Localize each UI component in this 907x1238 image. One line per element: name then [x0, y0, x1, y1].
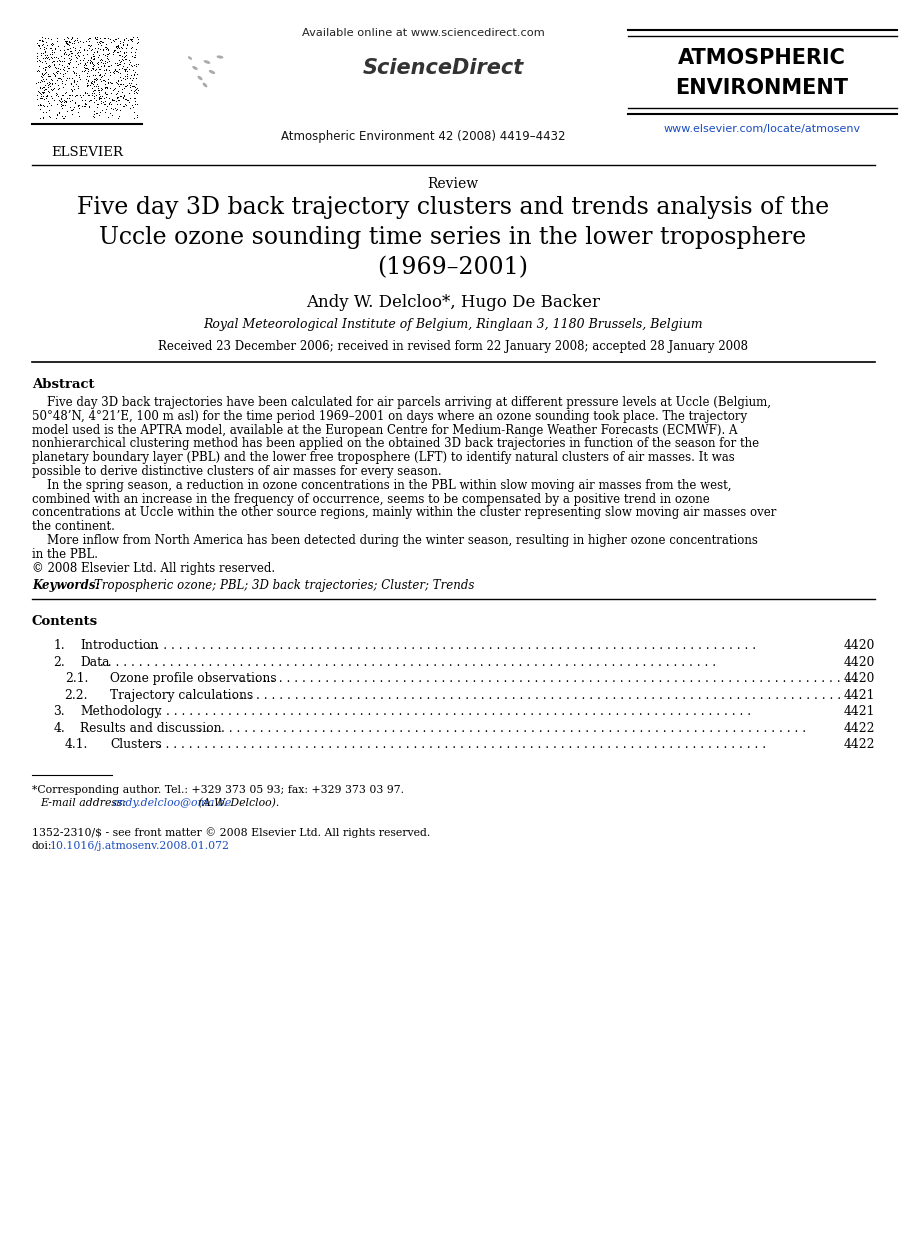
Text: 2.1.: 2.1. — [64, 672, 88, 685]
Text: Results and discussion: Results and discussion — [80, 722, 221, 734]
Text: More inflow from North America has been detected during the winter season, resul: More inflow from North America has been … — [32, 534, 758, 547]
Text: Trajectory calculations: Trajectory calculations — [110, 688, 253, 702]
Text: . . . . . . . . . . . . . . . . . . . . . . . . . . . . . . . . . . . . . . . . : . . . . . . . . . . . . . . . . . . . . … — [140, 639, 760, 652]
Ellipse shape — [198, 76, 202, 80]
Text: nonhierarchical clustering method has been applied on the obtained 3D back traje: nonhierarchical clustering method has be… — [32, 437, 759, 451]
Text: ScienceDirect: ScienceDirect — [363, 58, 523, 78]
Text: (1969–2001): (1969–2001) — [377, 256, 529, 279]
Text: 4421: 4421 — [844, 706, 875, 718]
Text: www.elsevier.com/locate/atmosenv: www.elsevier.com/locate/atmosenv — [663, 124, 861, 134]
Ellipse shape — [204, 61, 210, 64]
Text: 4420: 4420 — [844, 672, 875, 685]
Text: doi:: doi: — [32, 841, 53, 851]
Text: Data: Data — [80, 656, 110, 669]
Text: . . . . . . . . . . . . . . . . . . . . . . . . . . . . . . . . . . . . . . . . : . . . . . . . . . . . . . . . . . . . . … — [240, 672, 860, 685]
Text: 4421: 4421 — [844, 688, 875, 702]
Text: Contents: Contents — [32, 615, 98, 628]
Text: possible to derive distinctive clusters of air masses for every season.: possible to derive distinctive clusters … — [32, 465, 442, 478]
Text: the continent.: the continent. — [32, 520, 115, 534]
Text: model used is the APTRA model, available at the European Centre for Medium-Range: model used is the APTRA model, available… — [32, 423, 737, 437]
Text: In the spring season, a reduction in ozone concentrations in the PBL within slow: In the spring season, a reduction in ozo… — [32, 479, 732, 491]
Ellipse shape — [192, 66, 198, 71]
Text: . . . . . . . . . . . . . . . . . . . . . . . . . . . . . . . . . . . . . . . . : . . . . . . . . . . . . . . . . . . . . … — [190, 722, 810, 734]
Text: Tropospheric ozone; PBL; 3D back trajectories; Cluster; Trends: Tropospheric ozone; PBL; 3D back traject… — [94, 579, 474, 593]
Text: 4420: 4420 — [844, 656, 875, 669]
Text: 4422: 4422 — [844, 722, 875, 734]
Text: Available online at www.sciencedirect.com: Available online at www.sciencedirect.co… — [302, 28, 544, 38]
Text: andy.delcloo@oma.be: andy.delcloo@oma.be — [113, 797, 232, 807]
Text: 1.: 1. — [54, 639, 65, 652]
Text: 2.2.: 2.2. — [64, 688, 88, 702]
Text: Five day 3D back trajectory clusters and trends analysis of the: Five day 3D back trajectory clusters and… — [77, 196, 829, 219]
Text: in the PBL.: in the PBL. — [32, 547, 98, 561]
Text: combined with an increase in the frequency of occurrence, seems to be compensate: combined with an increase in the frequen… — [32, 493, 710, 505]
Text: 1352-2310/$ - see front matter © 2008 Elsevier Ltd. All rights reserved.: 1352-2310/$ - see front matter © 2008 El… — [32, 828, 430, 838]
Text: ATMOSPHERIC: ATMOSPHERIC — [678, 48, 846, 68]
Ellipse shape — [217, 56, 223, 58]
Text: ELSEVIER: ELSEVIER — [51, 146, 123, 158]
Text: . . . . . . . . . . . . . . . . . . . . . . . . . . . . . . . . . . . . . . . . : . . . . . . . . . . . . . . . . . . . . … — [150, 738, 770, 751]
Text: Review: Review — [427, 177, 479, 191]
Text: Uccle ozone sounding time series in the lower troposphere: Uccle ozone sounding time series in the … — [100, 227, 806, 249]
Text: Received 23 December 2006; received in revised form 22 January 2008; accepted 28: Received 23 December 2006; received in r… — [158, 340, 748, 353]
Text: 4.: 4. — [54, 722, 65, 734]
Text: 4.1.: 4.1. — [64, 738, 88, 751]
Text: Andy W. Delcloo*, Hugo De Backer: Andy W. Delcloo*, Hugo De Backer — [306, 293, 600, 311]
Text: 4422: 4422 — [844, 738, 875, 751]
Text: (A.W. Delcloo).: (A.W. Delcloo). — [195, 797, 279, 808]
Text: concentrations at Uccle within the other source regions, mainly within the clust: concentrations at Uccle within the other… — [32, 506, 776, 520]
Text: ENVIRONMENT: ENVIRONMENT — [676, 78, 849, 98]
Text: Ozone profile observations: Ozone profile observations — [110, 672, 277, 685]
Text: 4420: 4420 — [844, 639, 875, 652]
Text: . . . . . . . . . . . . . . . . . . . . . . . . . . . . . . . . . . . . . . . . : . . . . . . . . . . . . . . . . . . . . … — [225, 688, 845, 702]
Text: Keywords:: Keywords: — [32, 579, 104, 593]
Text: 2.: 2. — [54, 656, 65, 669]
Text: Introduction: Introduction — [80, 639, 158, 652]
Text: E-mail address:: E-mail address: — [40, 797, 130, 807]
Text: Methodology: Methodology — [80, 706, 161, 718]
Ellipse shape — [202, 83, 208, 88]
Text: Abstract: Abstract — [32, 378, 94, 391]
Ellipse shape — [188, 56, 192, 59]
Ellipse shape — [209, 71, 215, 74]
Text: © 2008 Elsevier Ltd. All rights reserved.: © 2008 Elsevier Ltd. All rights reserved… — [32, 562, 275, 574]
Bar — [28, 30, 146, 142]
Text: Five day 3D back trajectories have been calculated for air parcels arriving at d: Five day 3D back trajectories have been … — [32, 396, 771, 409]
Text: Atmospheric Environment 42 (2008) 4419–4432: Atmospheric Environment 42 (2008) 4419–4… — [281, 130, 565, 144]
Text: 50°48’N, 4°21’E, 100 m asl) for the time period 1969–2001 on days where an ozone: 50°48’N, 4°21’E, 100 m asl) for the time… — [32, 410, 747, 423]
Text: 3.: 3. — [54, 706, 65, 718]
Text: . . . . . . . . . . . . . . . . . . . . . . . . . . . . . . . . . . . . . . . . : . . . . . . . . . . . . . . . . . . . . … — [100, 656, 720, 669]
Text: . . . . . . . . . . . . . . . . . . . . . . . . . . . . . . . . . . . . . . . . : . . . . . . . . . . . . . . . . . . . . … — [135, 706, 755, 718]
Text: 10.1016/j.atmosenv.2008.01.072: 10.1016/j.atmosenv.2008.01.072 — [50, 841, 230, 851]
Text: planetary boundary layer (PBL) and the lower free troposphere (LFT) to identify : planetary boundary layer (PBL) and the l… — [32, 451, 735, 464]
Text: *Corresponding author. Tel.: +329 373 05 93; fax: +329 373 03 97.: *Corresponding author. Tel.: +329 373 05… — [32, 785, 404, 795]
Text: Clusters: Clusters — [110, 738, 161, 751]
Text: Royal Meteorological Institute of Belgium, Ringlaan 3, 1180 Brussels, Belgium: Royal Meteorological Institute of Belgiu… — [203, 318, 703, 331]
